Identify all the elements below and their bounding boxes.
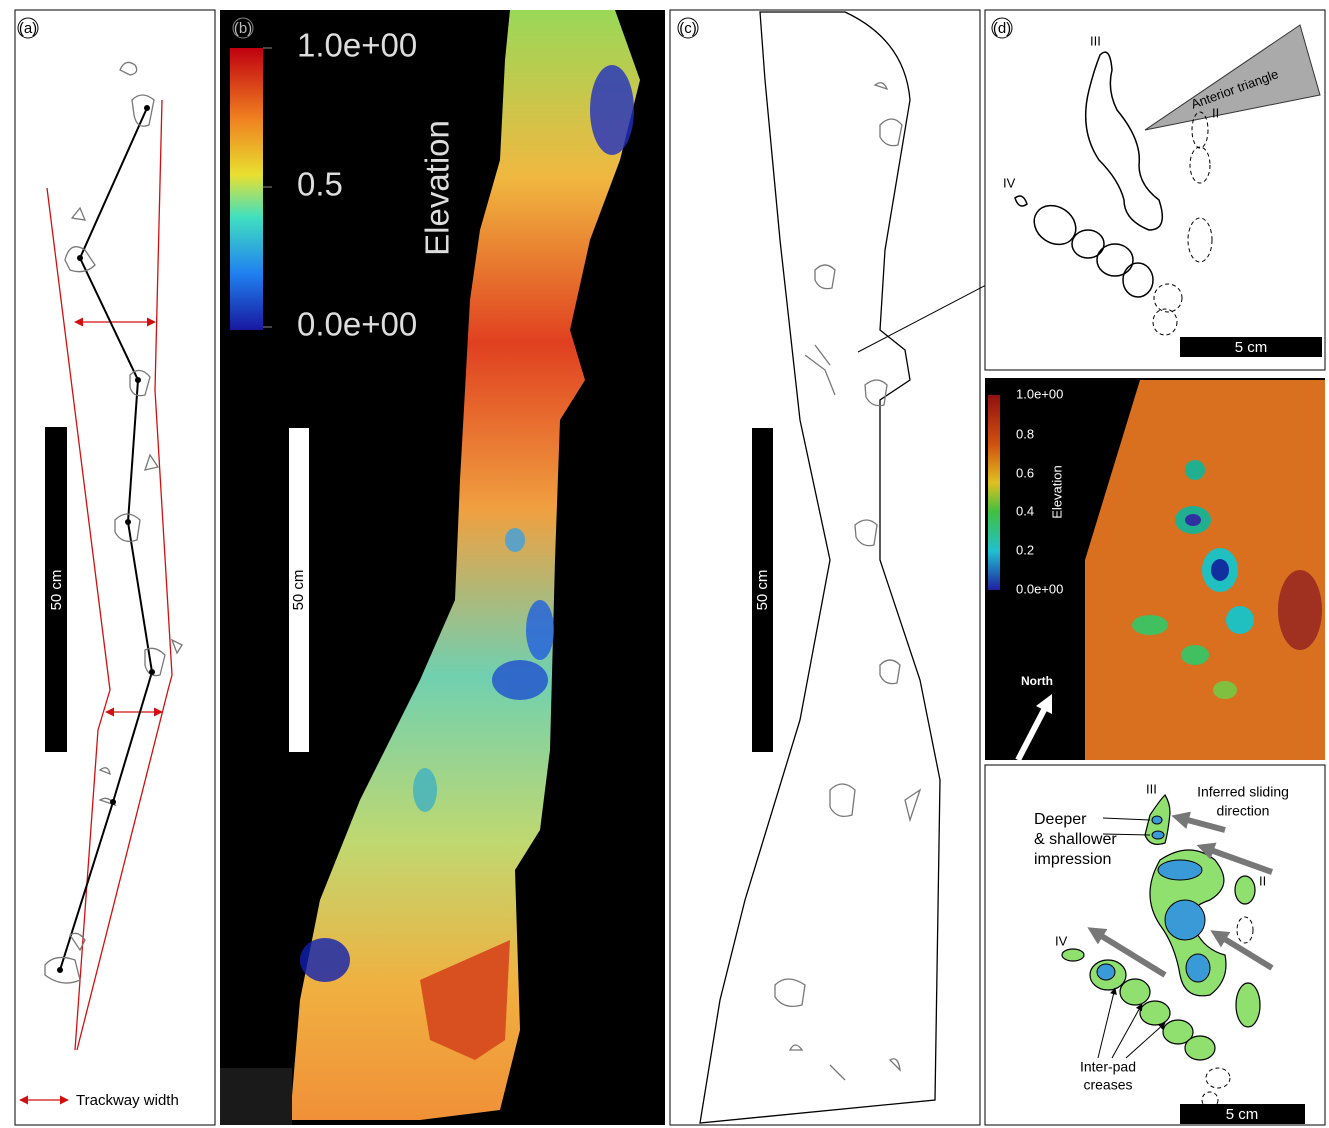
shape	[1185, 1036, 1215, 1060]
shape	[1062, 949, 1084, 961]
shape	[300, 938, 350, 982]
shape	[526, 600, 554, 660]
colorbar-tick-label: 0.0e+00	[297, 306, 417, 343]
shape	[1213, 681, 1237, 699]
corner-block	[220, 1068, 292, 1125]
shape	[1152, 831, 1164, 839]
panel-d-outline: (d) Anterior triangle III II IV 5 cm	[985, 10, 1325, 370]
panel-frame	[670, 10, 980, 1125]
colorbar	[988, 395, 1000, 590]
panel-label: (d)	[993, 20, 1011, 37]
colorbar-tick-label: 1.0e+00	[297, 27, 417, 64]
panel-label: (a)	[19, 20, 37, 37]
panel-label: (c)	[679, 20, 697, 37]
scale-label: 50 cm	[48, 570, 65, 611]
digit-label: III	[1090, 33, 1101, 48]
colorbar-tick-label: 0.5	[297, 166, 343, 203]
scale-label: 50 cm	[290, 570, 307, 611]
shape	[413, 768, 437, 812]
shape	[1235, 876, 1255, 904]
shape	[149, 669, 155, 675]
digit-label: IV	[1055, 933, 1068, 948]
digit-label: II	[1259, 873, 1266, 888]
shape	[1120, 979, 1150, 1005]
shape	[135, 377, 141, 383]
shape	[1236, 983, 1260, 1027]
creases-label: Inter-pad	[1080, 1059, 1136, 1075]
colorbar-tick-label: 1.0e+00	[1016, 386, 1063, 401]
shape	[1132, 615, 1168, 635]
panel-d-elevation: 1.0e+00 0.8 0.6 0.4 0.2 0.0e+00 Elevatio…	[985, 378, 1325, 760]
shape	[1165, 900, 1205, 940]
colorbar-tick-label: 0.0e+00	[1016, 581, 1063, 596]
shape	[1278, 570, 1322, 650]
north-label: North	[1021, 674, 1053, 688]
sliding-label: direction	[1217, 803, 1270, 819]
panel-a: (a) 50 cm Trackway width	[15, 10, 215, 1125]
digit-label: III	[1146, 781, 1157, 796]
shape	[57, 967, 63, 973]
panel-c: (c) 50 cm	[670, 10, 1030, 1125]
shape	[1186, 954, 1210, 982]
panel-label: (b)	[234, 20, 252, 37]
sliding-label: Inferred sliding	[1197, 784, 1289, 800]
impression-label: & shallower	[1034, 831, 1117, 848]
colorbar	[230, 48, 263, 330]
scale-label: 5 cm	[1235, 339, 1268, 356]
creases-label: creases	[1083, 1077, 1132, 1093]
colorbar-tick-label: 0.8	[1016, 426, 1034, 441]
digit-label: IV	[1003, 175, 1016, 190]
colorbar-title: Elevation	[419, 120, 456, 256]
shape	[77, 255, 83, 261]
shape	[1097, 964, 1115, 980]
shape	[1181, 645, 1209, 665]
impression-label: Deeper	[1034, 811, 1087, 828]
digit-label: II	[1212, 105, 1219, 120]
shape	[1226, 606, 1254, 634]
colorbar-title: Elevation	[1049, 465, 1064, 518]
impression-label: impression	[1034, 851, 1111, 868]
shape	[110, 799, 116, 805]
legend-label: Trackway width	[76, 1092, 179, 1109]
shape	[1185, 460, 1205, 480]
scale-label: 5 cm	[1226, 1106, 1259, 1123]
shape	[1152, 816, 1162, 824]
colorbar-tick-label: 0.4	[1016, 503, 1034, 518]
figure: (a) 50 cm Trackway width (b) 1.0e+00 0.5…	[0, 0, 1329, 1128]
shape	[1140, 1001, 1170, 1025]
shape	[590, 65, 634, 155]
scale-label: 50 cm	[754, 570, 771, 611]
panel-d-interpretation: III II IV Inferred sliding direction Dee…	[985, 765, 1325, 1125]
colorbar-tick-label: 0.2	[1016, 542, 1034, 557]
shape	[505, 528, 525, 552]
shape	[492, 660, 548, 700]
shape	[144, 105, 150, 111]
shape	[1185, 514, 1201, 526]
shape	[1158, 860, 1202, 880]
panel-b: (b) 1.0e+00 0.5 0.0e+00 Elevation 50 cm	[220, 10, 665, 1125]
shape	[1211, 559, 1229, 581]
shape	[125, 519, 131, 525]
colorbar-tick-label: 0.6	[1016, 465, 1034, 480]
